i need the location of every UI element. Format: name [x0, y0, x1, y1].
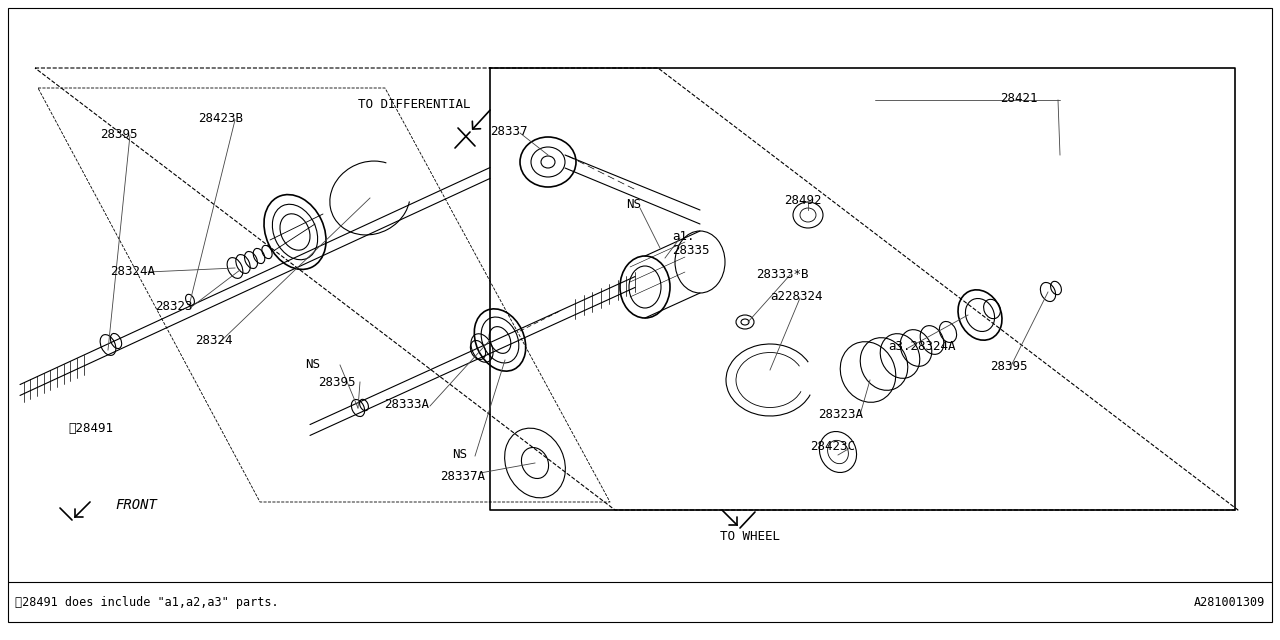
Text: 28423C: 28423C	[810, 440, 855, 453]
Text: 28323: 28323	[155, 300, 192, 313]
Text: ※28491: ※28491	[68, 422, 113, 435]
Text: 28423B: 28423B	[198, 112, 243, 125]
Text: TO WHEEL: TO WHEEL	[719, 530, 780, 543]
Text: NS: NS	[452, 448, 467, 461]
Text: 28337: 28337	[490, 125, 527, 138]
Text: 28335: 28335	[672, 244, 709, 257]
Text: NS: NS	[626, 198, 641, 211]
Text: 28323A: 28323A	[818, 408, 863, 421]
Text: a1.: a1.	[672, 230, 695, 243]
Text: 28333A: 28333A	[384, 398, 429, 411]
Text: A281001309: A281001309	[1194, 596, 1265, 609]
Text: 28324: 28324	[195, 334, 233, 347]
Text: 28421: 28421	[1000, 92, 1038, 105]
Text: 28492: 28492	[783, 194, 822, 207]
Text: 28337A: 28337A	[440, 470, 485, 483]
Text: a228324: a228324	[771, 290, 823, 303]
Text: a3.28324A: a3.28324A	[888, 340, 955, 353]
Text: 28333*B: 28333*B	[756, 268, 809, 281]
Text: FRONT: FRONT	[115, 498, 157, 512]
Text: 28395: 28395	[100, 128, 137, 141]
Text: 28395: 28395	[317, 376, 356, 389]
Text: 28395: 28395	[989, 360, 1028, 373]
Text: ※28491 does include "a1,a2,a3" parts.: ※28491 does include "a1,a2,a3" parts.	[15, 596, 279, 609]
Text: TO DIFFERENTIAL: TO DIFFERENTIAL	[358, 98, 471, 111]
Text: 28324A: 28324A	[110, 265, 155, 278]
Text: NS: NS	[305, 358, 320, 371]
